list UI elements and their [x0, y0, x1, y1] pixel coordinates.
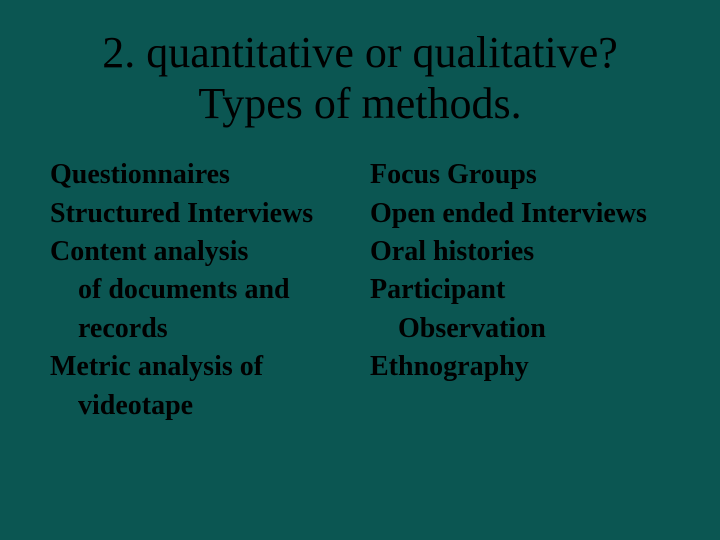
list-item: of documents and: [50, 272, 350, 308]
title-line-2: Types of methods.: [198, 79, 521, 128]
list-item: Oral histories: [370, 234, 670, 270]
list-item: Observation: [370, 311, 670, 347]
list-item: Ethnography: [370, 349, 670, 385]
list-item: Open ended Interviews: [370, 196, 670, 232]
list-item: Questionnaires: [50, 157, 350, 193]
list-item: records: [50, 311, 350, 347]
content-columns: Questionnaires Structured Interviews Con…: [50, 157, 670, 426]
list-item: Structured Interviews: [50, 196, 350, 232]
slide-title: 2. quantitative or qualitative? Types of…: [50, 28, 670, 129]
list-item: videotape: [50, 388, 350, 424]
list-item: Content analysis: [50, 234, 350, 270]
list-item: Metric analysis of: [50, 349, 350, 385]
right-column: Focus Groups Open ended Interviews Oral …: [370, 157, 670, 426]
slide: 2. quantitative or qualitative? Types of…: [0, 0, 720, 540]
left-column: Questionnaires Structured Interviews Con…: [50, 157, 350, 426]
list-item: Focus Groups: [370, 157, 670, 193]
list-item: Participant: [370, 272, 670, 308]
title-line-1: 2. quantitative or qualitative?: [102, 28, 618, 77]
